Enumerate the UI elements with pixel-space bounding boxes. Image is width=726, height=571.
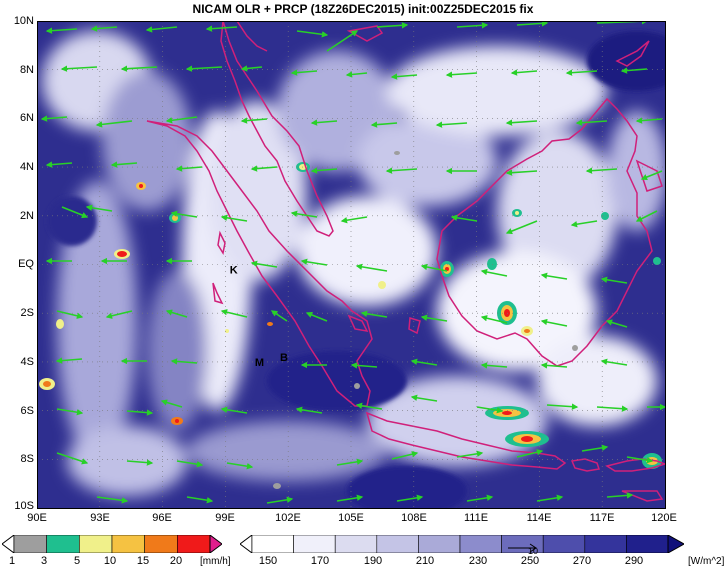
lat-label: 8N — [19, 64, 34, 76]
lon-label: 102E — [275, 512, 301, 524]
lat-label: 4S — [20, 356, 34, 368]
station-marker-b: B — [280, 352, 288, 364]
precip-tick: 3 — [40, 555, 48, 567]
lat-lon-grid — [37, 21, 665, 508]
olr-tick: 170 — [310, 555, 330, 567]
lon-label: 93E — [90, 512, 110, 524]
lon-label: 117E — [589, 512, 615, 524]
coastlines — [146, 21, 665, 502]
lat-label: 6N — [19, 112, 34, 124]
lon-label: 99E — [215, 512, 235, 524]
lat-label: 2N — [19, 210, 34, 222]
olr-swatch — [293, 535, 336, 553]
olr-swatch — [542, 535, 586, 553]
map-canvas: K M B — [37, 21, 665, 508]
precip-swatch — [79, 535, 113, 553]
precip-swatch — [144, 535, 178, 553]
lat-label: 10N — [13, 15, 34, 27]
olr-swatch — [334, 535, 378, 553]
olr-cloud-field — [42, 31, 665, 496]
olr-swatch — [626, 535, 669, 553]
precip-tick: 15 — [136, 555, 150, 567]
lon-label: 105E — [338, 512, 364, 524]
olr-swatch — [418, 535, 461, 553]
olr-tick: 230 — [468, 555, 488, 567]
lat-label: 6S — [20, 405, 34, 417]
precip-swatch — [13, 535, 47, 553]
lon-label: 111E — [463, 512, 489, 524]
lat-label: EQ — [18, 258, 34, 270]
precip-unit: [mm/h] — [200, 556, 231, 567]
lat-label: 8S — [20, 453, 34, 465]
lon-label: 108E — [401, 512, 427, 524]
olr-tick: 250 — [520, 555, 540, 567]
plot-title: NICAM OLR + PRCP (18Z26DEC2015) init:00Z… — [192, 2, 534, 16]
olr-tick: 290 — [624, 555, 644, 567]
olr-tick: 210 — [415, 555, 435, 567]
vector-reference-label: 10 — [528, 546, 539, 556]
olr-swatch — [584, 535, 627, 553]
olr-swatch — [251, 535, 294, 553]
olr-colorbar — [240, 535, 684, 553]
precip-swatch — [46, 535, 80, 553]
olr-swatch — [376, 535, 419, 553]
lat-label: 10S — [14, 500, 34, 512]
olr-unit: [W/m^2] — [688, 556, 725, 567]
olr-tick: 150 — [258, 555, 278, 567]
lon-label: 90E — [27, 512, 47, 524]
station-marker-k: K — [230, 264, 238, 276]
precip-tick: 5 — [73, 555, 81, 567]
map-frame — [37, 21, 666, 509]
lat-label: 4N — [19, 161, 34, 173]
lon-label: 120E — [651, 512, 677, 524]
wind-vectors — [40, 21, 665, 504]
precip-tick: 1 — [8, 555, 16, 567]
precip-colorbar — [2, 535, 222, 553]
map-panel: K M B — [37, 21, 665, 508]
olr-tick: 190 — [363, 555, 383, 567]
olr-tick: 270 — [572, 555, 592, 567]
lon-label: 96E — [152, 512, 172, 524]
station-marker-m: M — [255, 357, 264, 369]
lon-label: 114E — [526, 512, 552, 524]
vector-reference-arrow — [508, 543, 537, 553]
precip-swatch — [177, 535, 211, 553]
lat-label: 2S — [20, 307, 34, 319]
precip-tick: 10 — [103, 555, 117, 567]
precip-swatch — [111, 535, 145, 553]
precip-tick: 20 — [169, 555, 183, 567]
olr-swatch — [459, 535, 502, 553]
